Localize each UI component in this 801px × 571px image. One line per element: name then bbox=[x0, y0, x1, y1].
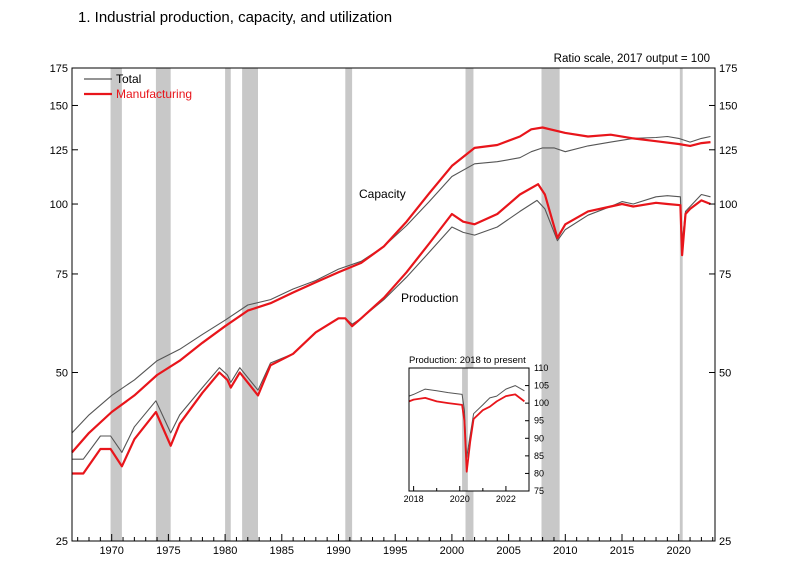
total-capacity-line bbox=[71, 135, 711, 434]
recession-bar bbox=[155, 68, 171, 541]
x-tick-label: 1990 bbox=[326, 545, 350, 557]
inset-y-axis: 75 80 85 90 95 100 105 110 bbox=[525, 363, 549, 496]
inset-series-lines bbox=[408, 385, 525, 473]
recession-bar bbox=[679, 68, 683, 541]
inset-y-tick-label: 110 bbox=[534, 363, 548, 373]
inset-y-tick-label: 100 bbox=[534, 398, 549, 408]
manufacturing-capacity-line bbox=[71, 126, 711, 454]
inset-y-tick-label: 90 bbox=[534, 433, 544, 443]
y-tick-label: 100 bbox=[719, 199, 737, 211]
inset-y-tick-label: 95 bbox=[534, 416, 544, 426]
total-production-line bbox=[72, 193, 711, 460]
recession-bar bbox=[541, 68, 560, 541]
recession-shading bbox=[110, 68, 683, 541]
main-series-lines bbox=[71, 126, 711, 475]
y-tick-label: 75 bbox=[56, 269, 68, 281]
y-axis-right: 25 50 75 100 125 150 175 bbox=[709, 63, 737, 548]
y-tick-label: 175 bbox=[719, 63, 737, 75]
y-tick-label: 175 bbox=[50, 63, 68, 75]
x-tick-label: 2000 bbox=[440, 545, 464, 557]
y-tick-label: 150 bbox=[50, 100, 68, 112]
plot-frame bbox=[71, 67, 716, 542]
inset-total-line bbox=[408, 385, 525, 459]
x-tick-label: 2020 bbox=[666, 545, 690, 557]
annotation-capacity: Capacity bbox=[359, 187, 406, 201]
scale-note: Ratio scale, 2017 output = 100 bbox=[554, 53, 710, 65]
y-tick-label: 125 bbox=[50, 145, 68, 157]
recession-bar bbox=[345, 68, 353, 541]
x-tick-label: 2010 bbox=[553, 545, 577, 557]
inset-chart: Production: 2018 to present 75 80 85 90 95 10… bbox=[404, 355, 549, 504]
y-tick-label: 25 bbox=[719, 536, 731, 548]
inset-y-tick-label: 75 bbox=[534, 486, 544, 496]
y-axis-left: 25 50 75 100 125 150 175 bbox=[50, 63, 78, 548]
x-tick-label: 2015 bbox=[610, 545, 634, 557]
y-tick-label: 50 bbox=[719, 368, 731, 380]
y-tick-label: 100 bbox=[50, 199, 68, 211]
recession-bar bbox=[110, 68, 122, 541]
recession-bar bbox=[225, 68, 231, 541]
x-tick-label: 1980 bbox=[213, 545, 237, 557]
inset-x-tick-label: 2018 bbox=[404, 494, 424, 504]
y-tick-label: 75 bbox=[719, 269, 731, 281]
inset-y-tick-label: 80 bbox=[534, 468, 544, 478]
inset-background bbox=[409, 368, 529, 491]
y-tick-label: 50 bbox=[56, 368, 68, 380]
legend-label-manufacturing: Manufacturing bbox=[116, 87, 192, 101]
inset-y-tick-label: 105 bbox=[534, 381, 549, 391]
inset-x-axis: 2018 2020 2022 bbox=[404, 486, 516, 504]
chart-title: 1. Industrial production, capacity, and … bbox=[78, 9, 392, 26]
x-tick-label: 2005 bbox=[496, 545, 520, 557]
inset-x-tick-label: 2020 bbox=[450, 494, 470, 504]
annotation-production: Production bbox=[401, 291, 458, 305]
y-tick-label: 150 bbox=[719, 100, 737, 112]
x-tick-label: 1985 bbox=[270, 545, 294, 557]
inset-title: Production: 2018 to present bbox=[409, 355, 526, 366]
legend: Total Manufacturing bbox=[84, 72, 192, 101]
manufacturing-production-line bbox=[72, 183, 711, 475]
x-tick-label: 1975 bbox=[156, 545, 180, 557]
x-tick-label: 1995 bbox=[383, 545, 407, 557]
y-tick-label: 125 bbox=[719, 145, 737, 157]
recession-bar bbox=[465, 68, 474, 541]
legend-label-total: Total bbox=[116, 72, 141, 86]
x-axis: 1970 1975 1980 1985 1990 1995 2000 2005 2010 2015… bbox=[77, 534, 714, 557]
y-tick-label: 25 bbox=[56, 536, 68, 548]
inset-x-tick-label: 2022 bbox=[496, 494, 516, 504]
inset-frame bbox=[408, 367, 530, 492]
x-tick-label: 1970 bbox=[99, 545, 123, 557]
inset-manufacturing-line bbox=[408, 393, 525, 473]
inset-y-tick-label: 85 bbox=[534, 451, 544, 461]
